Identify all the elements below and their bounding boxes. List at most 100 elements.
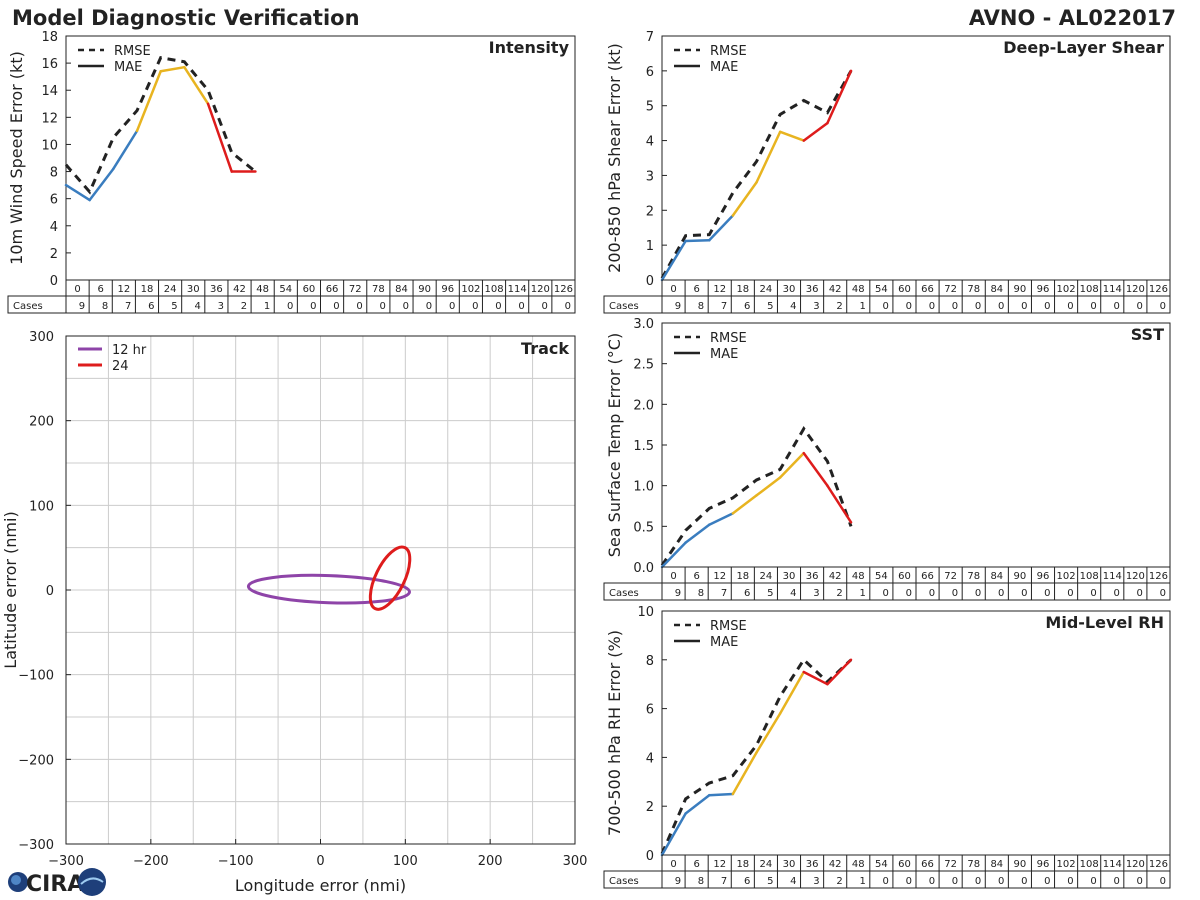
rh-case-count: 0 [1137,876,1143,887]
shear-ytick-label: 2 [646,204,654,219]
shear-case-count: 0 [998,301,1004,312]
rh-ytick-label: 4 [646,751,654,766]
intensity-case-count: 7 [125,301,131,312]
shear-hour-label: 6 [693,284,699,295]
intensity-case-count: 0 [472,301,478,312]
shear-hour-label: 114 [1103,284,1122,295]
rh-hour-label: 54 [875,859,888,870]
intensity-hour-label: 6 [98,284,104,295]
shear-case-count: 0 [883,301,889,312]
rh-legend-rmse-label: RMSE [710,619,747,634]
shear-mae-segment [660,239,687,282]
rh-ylabel: 700-500 hPa RH Error (%) [605,630,624,836]
shear-legend-rmse-label: RMSE [710,44,747,59]
sst-case-count: 4 [790,588,796,599]
intensity-legend-mae-label: MAE [114,60,142,75]
sst-mae-segment [826,484,853,524]
track-ytick-label: 0 [46,584,54,599]
shear-case-count: 4 [790,301,796,312]
sst-case-count: 0 [1113,588,1119,599]
sst-legend-rmse-label: RMSE [710,331,747,346]
sst-cases-label: Cases [609,588,639,599]
sst-case-count: 0 [998,588,1004,599]
shear-hour-label: 60 [898,284,911,295]
sst-hour-label: 30 [783,571,796,582]
sst-hour-label: 66 [921,571,934,582]
intensity-cases-label: Cases [13,301,43,312]
rh-title: Mid-Level RH [1045,613,1164,632]
rh-hour-label: 60 [898,859,911,870]
track-xtick-label: 200 [478,854,503,869]
track-xtick-label: −300 [48,854,84,869]
rh-ytick-label: 8 [646,654,654,669]
sst-hour-label: 42 [829,571,842,582]
shear-hour-label: 120 [1126,284,1145,295]
shear-ytick-label: 6 [646,65,654,80]
intensity-mae-segment [159,65,186,73]
shear-case-count: 0 [1044,301,1050,312]
shear-mae-segment [802,121,829,142]
shear-ytick-label: 1 [646,239,654,254]
shear-case-count: 0 [1090,301,1096,312]
sst-case-count: 1 [859,588,865,599]
rh-hour-label: 30 [783,859,796,870]
storm-identifier: AVNO - AL022017 [968,6,1176,30]
intensity-ytick-label: 18 [41,30,58,45]
shear-case-count: 0 [906,301,912,312]
intensity-case-count: 0 [403,301,409,312]
intensity-ytick-label: 4 [50,220,58,235]
shear-mae-segment [684,239,711,243]
intensity-hour-label: 60 [303,284,316,295]
intensity-case-count: 3 [218,301,224,312]
rh-case-count: 1 [859,876,865,887]
intensity-case-count: 0 [426,301,432,312]
sst-mae-segment [802,451,829,487]
shear-hour-label: 18 [736,284,749,295]
intensity-case-count: 0 [333,301,339,312]
shear-case-count: 0 [1067,301,1073,312]
intensity-ytick-label: 10 [41,138,58,153]
sst-hour-label: 120 [1126,571,1145,582]
track-xtick-label: 300 [563,854,588,869]
shear-hour-label: 48 [852,284,865,295]
intensity-ytick-label: 2 [50,247,58,262]
shear-hour-label: 66 [921,284,934,295]
shear-mae-segment [826,69,853,125]
shear-case-count: 3 [813,301,819,312]
rh-case-count: 9 [675,876,681,887]
rh-case-count: 2 [836,876,842,887]
sst-case-count: 0 [1044,588,1050,599]
shear-title: Deep-Layer Shear [1003,38,1164,57]
rh-case-count: 0 [1160,876,1166,887]
intensity-hour-label: 90 [418,284,431,295]
intensity-hour-label: 24 [164,284,177,295]
intensity-ytick-label: 14 [41,84,58,99]
rh-ytick-label: 6 [646,703,654,718]
shear-legend-mae-label: MAE [710,60,738,75]
track-ytick-label: −200 [18,753,54,768]
intensity-title: Intensity [489,38,570,57]
sst-case-count: 0 [906,588,912,599]
shear-hour-label: 84 [990,284,1003,295]
shear-case-count: 0 [929,301,935,312]
shear-case-count: 5 [767,301,773,312]
intensity-hour-label: 12 [117,284,130,295]
rh-hour-label: 126 [1149,859,1168,870]
sst-ytick-label: 1.5 [633,439,654,454]
intensity-ytick-label: 12 [41,111,58,126]
track-xtick-label: −100 [218,854,254,869]
shear-hour-label: 90 [1014,284,1027,295]
rh-hour-label: 24 [760,859,773,870]
svg-text:CIRA: CIRA [26,872,84,897]
track-ytick-label: 100 [29,499,54,514]
intensity-case-count: 2 [241,301,247,312]
track-xtick-label: 100 [393,854,418,869]
intensity-case-count: 0 [310,301,316,312]
shear-case-count: 7 [721,301,727,312]
intensity-case-count: 0 [565,301,571,312]
intensity-hour-label: 108 [484,284,503,295]
track-ytick-label: 200 [29,415,54,430]
sst-hour-label: 90 [1014,571,1027,582]
shear-case-count: 0 [1021,301,1027,312]
sst-case-count: 0 [952,588,958,599]
